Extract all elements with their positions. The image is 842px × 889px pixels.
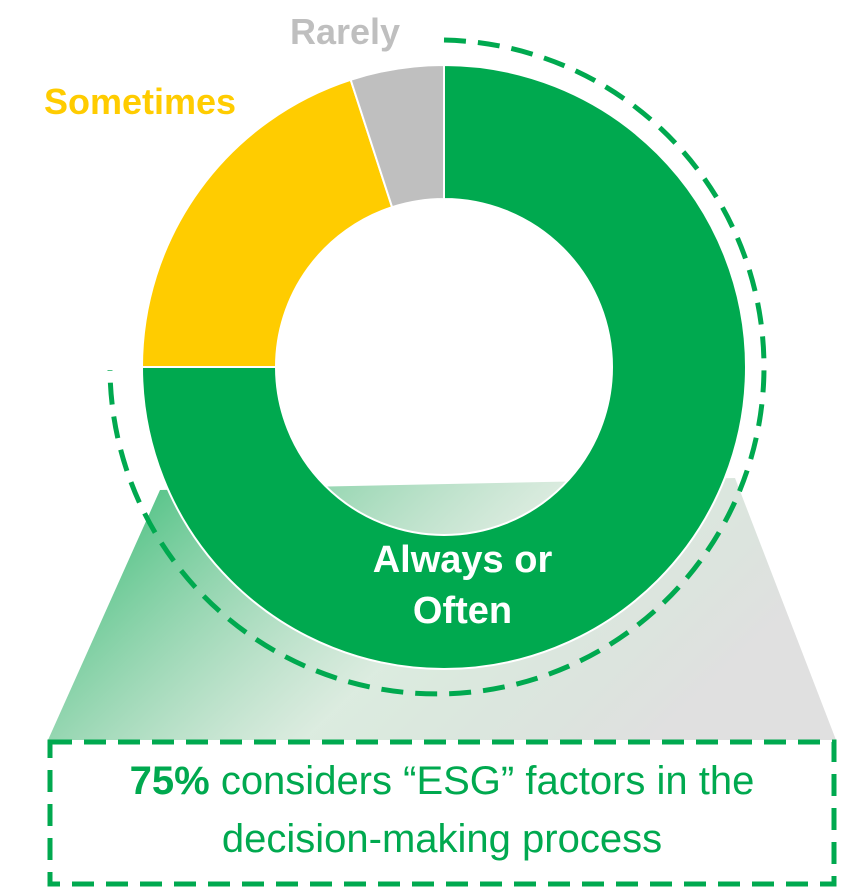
slice xyxy=(140,78,394,368)
annotation: 75% considers “ESG” factors in the decis… xyxy=(52,752,832,868)
annotation-highlight: 75% xyxy=(129,759,210,803)
slice-label: Rarely xyxy=(289,11,401,52)
slice xyxy=(140,63,747,670)
annotation-text: considers “ESG” factors in the decision-… xyxy=(220,759,755,861)
highlight-arc xyxy=(107,37,767,697)
slice xyxy=(349,63,445,209)
slice-label: Sometimes xyxy=(43,81,237,122)
callout-box xyxy=(47,739,837,887)
slice-label: Always or Often xyxy=(372,539,553,633)
